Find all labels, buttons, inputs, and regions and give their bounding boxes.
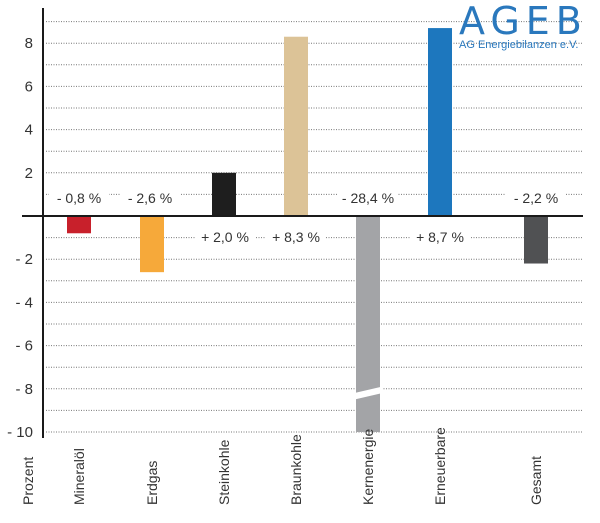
category-label: Erneuerbare	[432, 427, 448, 505]
bar-mineralöl	[67, 216, 91, 234]
category-label: Gesamt	[528, 456, 544, 505]
bar-braunkohle	[284, 36, 308, 216]
logo-subtitle: AG Energiebilanzen e.V.	[459, 39, 578, 51]
data-label-bg	[506, 189, 566, 208]
y-tick-label: 6	[25, 78, 33, 95]
data-label: - 0,8 %	[57, 190, 101, 206]
bar-gesamt	[524, 216, 548, 264]
data-label: - 28,4 %	[342, 190, 394, 206]
data-label: + 8,3 %	[272, 229, 320, 245]
axis-break-mark	[354, 386, 382, 400]
category-label: Braunkohle	[288, 434, 304, 505]
y-tick-label: - 4	[15, 294, 33, 311]
category-labels: Mineralöl Erdgas Steinkohle Braunkohle Kerne…	[71, 427, 544, 505]
category-label: Mineralöl	[71, 448, 87, 505]
bar-kernenergie	[356, 216, 380, 432]
y-tick-label: - 2	[15, 251, 33, 268]
y-axis-ticks: 8 6 4 2 - 2 - 4 - 6 - 8 - 10	[7, 35, 33, 441]
category-label: Steinkohle	[216, 439, 232, 505]
y-tick-label: 4	[25, 122, 33, 139]
data-label: - 2,2 %	[514, 190, 558, 206]
data-label-bg	[49, 189, 109, 208]
y-tick-label: - 6	[15, 338, 33, 355]
data-label-bg	[338, 189, 398, 208]
category-label: Kernenergie	[360, 429, 376, 505]
logo-title: AGEB	[459, 0, 588, 43]
category-label: Erdgas	[144, 461, 160, 505]
bars	[67, 28, 548, 432]
gridlines	[46, 21, 583, 433]
y-tick-label: - 10	[7, 424, 33, 441]
bar-erneuerbare	[428, 28, 452, 216]
bar-erdgas	[140, 216, 164, 273]
y-tick-label: 8	[25, 35, 33, 52]
ageb-logo: AGEB AG Energiebilanzen e.V.	[459, 0, 588, 51]
y-axis-label: Prozent	[20, 457, 36, 505]
y-tick-label: - 8	[15, 381, 33, 398]
data-label-bg	[266, 228, 326, 247]
data-label-bg	[195, 228, 255, 247]
data-label: - 2,6 %	[128, 190, 172, 206]
bar-steinkohle	[212, 172, 236, 216]
data-label-bg	[410, 228, 470, 247]
data-labels: - 0,8 % - 2,6 % + 2,0 % + 8,3 % - 28,4 % + 8,…	[49, 189, 566, 247]
y-tick-label: 2	[25, 165, 33, 182]
data-label: + 2,0 %	[201, 229, 249, 245]
data-label-bg	[120, 189, 180, 208]
data-label: + 8,7 %	[416, 229, 464, 245]
